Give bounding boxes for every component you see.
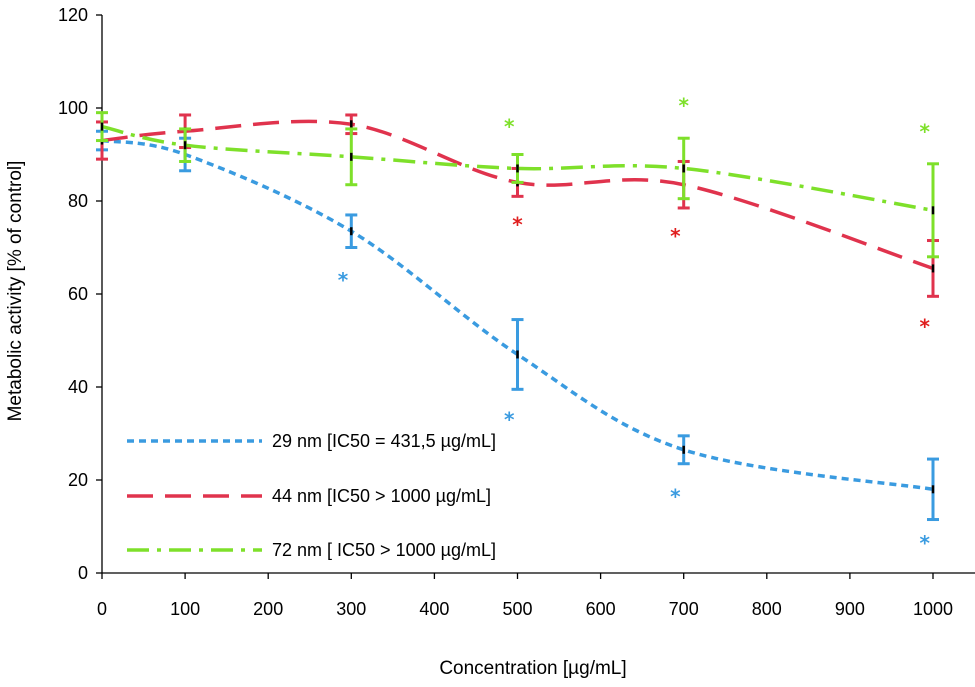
significance-star: * <box>919 315 930 339</box>
series-2: * * * <box>96 94 939 259</box>
significance-star: * <box>919 119 930 143</box>
x-tick-label: 400 <box>419 599 449 619</box>
y-axis-title: Metabolic activity [% of control] <box>5 161 26 422</box>
x-tick-label: 1000 <box>913 599 953 619</box>
legend-label: 44 nm [IC50 > 1000 µg/mL] <box>272 486 491 506</box>
axes: 0 20 40 60 80 100 120 0 100 200 300 400 500 600 700 800… <box>5 5 975 679</box>
x-tick-label: 0 <box>97 599 107 619</box>
x-tick-label: 600 <box>586 599 616 619</box>
x-tick-label: 500 <box>502 599 532 619</box>
legend-label: 29 nm [IC50 = 431,5 µg/mL] <box>272 431 496 451</box>
x-tick-label: 900 <box>835 599 865 619</box>
legend-label: 72 nm [ IC50 > 1000 µg/mL] <box>272 540 496 560</box>
y-tick-label: 20 <box>68 470 88 490</box>
y-tick-label: 60 <box>68 284 88 304</box>
y-tick-label: 120 <box>58 5 88 25</box>
series-line <box>101 138 934 492</box>
y-tick-label: 0 <box>78 563 88 583</box>
significance-star: * <box>670 224 681 248</box>
significance-star: * <box>504 408 515 432</box>
significance-star: * <box>338 268 349 292</box>
significance-star: * <box>512 212 523 236</box>
legend: 29 nm [IC50 = 431,5 µg/mL] 44 nm [IC50 > … <box>127 431 496 560</box>
x-tick-label: 200 <box>253 599 283 619</box>
x-tick-label: 300 <box>336 599 366 619</box>
series-layer: * * * * * * * * * * <box>96 94 939 555</box>
significance-star: * <box>504 115 515 139</box>
x-axis-title: Concentration [µg/mL] <box>439 658 626 679</box>
x-tick-label: 800 <box>752 599 782 619</box>
significance-star: * <box>678 94 689 118</box>
x-tick-label: 100 <box>170 599 200 619</box>
significance-star: * <box>919 531 930 555</box>
y-tick-label: 40 <box>68 377 88 397</box>
significance-star: * <box>670 484 681 508</box>
y-tick-label: 80 <box>68 191 88 211</box>
y-tick-label: 100 <box>58 98 88 118</box>
series-1: * * * <box>96 113 939 339</box>
x-tick-label: 700 <box>669 599 699 619</box>
